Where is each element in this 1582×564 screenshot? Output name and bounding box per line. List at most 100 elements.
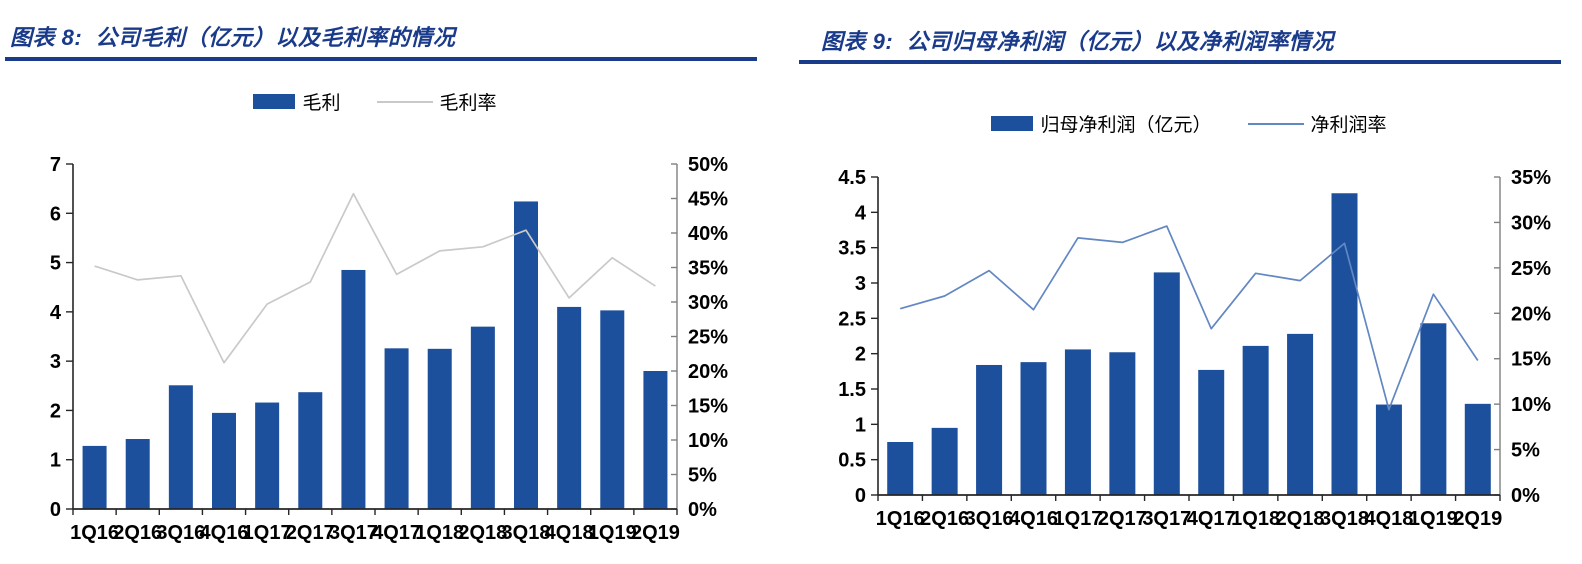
y-axis-left-label: 2 — [50, 400, 61, 422]
legend-item-bar: 归母净利润（亿元） — [991, 110, 1212, 137]
bar — [557, 306, 582, 509]
y-axis-right-label: 15% — [1511, 349, 1551, 371]
y-axis-right-label: 15% — [688, 396, 728, 418]
x-axis-label: 2Q19 — [631, 522, 680, 544]
bar — [470, 326, 495, 509]
bar — [931, 427, 958, 495]
x-axis-label: 4Q16 — [200, 522, 249, 544]
y-axis-left-label: 1 — [855, 414, 866, 436]
legend-item-line: 毛利率 — [376, 88, 497, 115]
legend-bar-label: 毛利 — [302, 93, 341, 114]
y-axis-right-label: 30% — [1511, 212, 1551, 234]
bar — [1198, 369, 1225, 495]
y-axis-right-label: 0% — [688, 499, 717, 521]
y-axis-left-label: 3.5 — [838, 238, 866, 260]
x-axis-label: 1Q17 — [1053, 508, 1102, 530]
y-axis-left-label: 0 — [855, 485, 866, 507]
legend-item-bar: 毛利 — [253, 88, 341, 115]
y-axis-left-label: 1 — [50, 450, 61, 472]
gross-profit-chart-panel: 图表 8: 公司毛利（亿元）以及毛利率的情况 毛利 毛利率 0% 5% 10% 15%… — [5, 25, 757, 544]
bar — [514, 201, 538, 509]
bar — [1375, 404, 1402, 495]
x-axis-label: 2Q16 — [920, 508, 969, 530]
bar — [887, 442, 914, 495]
title-divider — [5, 57, 757, 61]
legend: 毛利 毛利率 — [73, 88, 677, 115]
x-axis-label: 3Q18 — [502, 522, 551, 544]
bar-swatch-icon — [991, 116, 1034, 131]
bar — [1020, 362, 1047, 495]
x-axis-label: 1Q17 — [243, 522, 292, 544]
y-axis-right-label: 5% — [1511, 440, 1540, 462]
line-swatch-icon — [376, 100, 433, 103]
bar — [1109, 352, 1136, 495]
x-axis-label: 4Q17 — [372, 522, 421, 544]
y-axis-right-label: 25% — [688, 327, 728, 349]
x-axis-label: 4Q18 — [545, 522, 594, 544]
x-axis-label: 1Q18 — [1231, 508, 1280, 530]
x-axis-label: 2Q18 — [1276, 508, 1325, 530]
legend: 归母净利润（亿元） 净利润率 — [878, 110, 1500, 137]
x-axis-label: 2Q17 — [1098, 508, 1147, 530]
bar-swatch-icon — [253, 94, 296, 109]
x-axis-label: 1Q19 — [588, 522, 637, 544]
y-axis-left-label: 3 — [855, 273, 866, 295]
y-axis-right-label: 30% — [688, 292, 728, 314]
bar — [1331, 193, 1358, 495]
bar — [1464, 403, 1491, 495]
y-axis-right-label: 10% — [688, 430, 728, 452]
chart-canvas: 0% 5% 10% 15% 20% 25% 30% 35% 40% 45% 50% 0 1 2 3 4 5 6 7 1… — [50, 154, 728, 544]
y-axis-right-label: 35% — [688, 258, 728, 280]
y-axis-right-label: 20% — [688, 361, 728, 383]
bar — [255, 402, 280, 509]
y-axis-left-label: 4 — [50, 302, 62, 324]
y-axis-left-label: 1.5 — [838, 379, 866, 401]
x-axis-label: 1Q19 — [1409, 508, 1458, 530]
bar — [600, 310, 625, 509]
x-axis-label: 1Q16 — [876, 508, 925, 530]
chart-title: 图表 9: 公司归母净利润（亿元）以及净利润率情况 — [821, 29, 1334, 54]
trend-line — [94, 192, 656, 364]
y-axis-right-label: 25% — [1511, 258, 1551, 280]
bar — [168, 385, 193, 509]
x-axis-label: 2Q18 — [458, 522, 507, 544]
x-axis-label: 3Q16 — [156, 522, 205, 544]
x-axis-label: 4Q16 — [1009, 508, 1058, 530]
x-axis-label: 3Q16 — [965, 508, 1014, 530]
y-axis-right-label: 50% — [688, 154, 728, 176]
y-axis-right-label: 0% — [1511, 485, 1540, 507]
x-axis-label: 3Q17 — [329, 522, 378, 544]
y-axis-right-label: 5% — [688, 465, 717, 487]
bar — [1064, 349, 1091, 495]
y-axis-right-label: 20% — [1511, 303, 1551, 325]
bar — [1420, 323, 1447, 495]
net-profit-chart-panel: 图表 9: 公司归母净利润（亿元）以及净利润率情况 归母净利润（亿元） 净利润率… — [791, 0, 1582, 564]
y-axis-left-label: 0.5 — [838, 450, 866, 472]
bar — [1242, 345, 1269, 495]
bar — [384, 348, 409, 509]
bar — [82, 445, 107, 509]
chart-title: 图表 8: 公司毛利（亿元）以及毛利率的情况 — [10, 25, 456, 50]
bar — [643, 371, 668, 509]
line-swatch-icon — [1247, 122, 1304, 125]
chart-canvas: 0% 5% 10% 15% 20% 25% 30% 35% 0 0.5 1 1.5 2 2.5 3 3.5 4 4… — [838, 167, 1551, 530]
x-axis-label: 2Q16 — [113, 522, 162, 544]
legend-item-line: 净利润率 — [1247, 110, 1387, 137]
bar — [125, 439, 150, 509]
y-axis-right-label: 40% — [688, 223, 728, 245]
y-axis-right-label: 10% — [1511, 394, 1551, 416]
y-axis-left-label: 2 — [855, 344, 866, 366]
trend-line — [899, 225, 1479, 411]
bar — [298, 392, 323, 509]
legend-line-label: 净利润率 — [1310, 115, 1387, 136]
y-axis-left-label: 4.5 — [838, 167, 866, 189]
bar — [1153, 272, 1180, 495]
y-axis-left-label: 5 — [50, 253, 61, 275]
x-axis-label: 2Q17 — [286, 522, 335, 544]
bar — [1287, 333, 1314, 495]
title-divider — [799, 60, 1561, 64]
bar — [976, 364, 1003, 495]
y-axis-left-label: 2.5 — [838, 308, 866, 330]
x-axis-label: 2Q19 — [1453, 508, 1502, 530]
